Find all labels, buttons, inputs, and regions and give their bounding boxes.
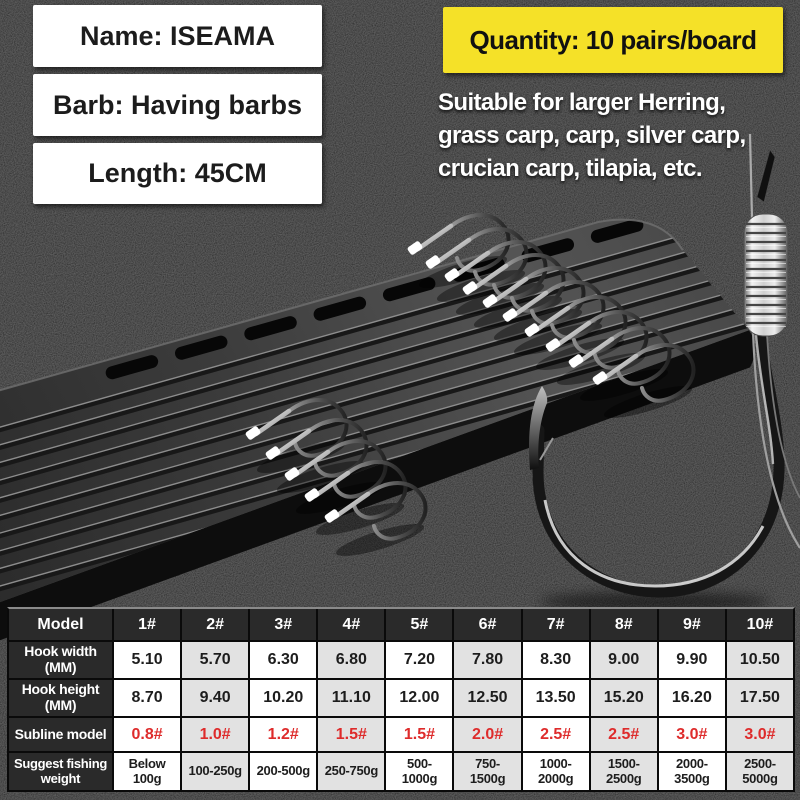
model-header-cell: Model xyxy=(9,609,112,640)
subline-cell: 1.5# xyxy=(386,718,453,751)
spec-name-label: Name: ISEAMA xyxy=(79,20,276,51)
product-description: Suitable for larger Herring, grass carp,… xyxy=(438,86,798,185)
weight-cell: 2500- 5000g xyxy=(726,753,793,790)
value-cell: 10.50 xyxy=(726,642,793,678)
weight-cell: 750- 1500g xyxy=(454,753,521,790)
model-cell: 2# xyxy=(182,609,249,640)
large-hook xyxy=(529,326,785,612)
value-cell: 15.20 xyxy=(590,680,657,716)
quantity-label: Quantity: 10 pairs/board xyxy=(469,24,757,55)
weight-cell: 1500- 2500g xyxy=(590,753,657,790)
value-cell: 9.40 xyxy=(182,680,249,716)
description-line: crucian carp, tilapia, etc. xyxy=(438,155,703,182)
weight-cell: 500- 1000g xyxy=(386,753,453,790)
description-line: grass carp, carp, silver carp, xyxy=(438,122,746,149)
value-cell: 5.10 xyxy=(114,642,181,678)
value-cell: 10.20 xyxy=(250,680,317,716)
model-cell: 7# xyxy=(522,609,589,640)
line-winder-spring xyxy=(743,213,789,337)
row-label-subline: Subline model xyxy=(9,718,112,751)
model-cell: 9# xyxy=(658,609,725,640)
weight-cell: 1000- 2000g xyxy=(522,753,589,790)
value-cell: 17.50 xyxy=(726,680,793,716)
fishing-line xyxy=(748,133,800,549)
model-cell: 5# xyxy=(386,609,453,640)
value-cell: 16.20 xyxy=(658,680,725,716)
model-cell: 3# xyxy=(250,609,317,640)
description-line: Suitable for larger Herring, xyxy=(438,89,726,116)
spec-barb-label: Barb: Having barbs xyxy=(52,89,303,120)
value-cell: 6.30 xyxy=(250,642,317,678)
model-cell: 10# xyxy=(726,609,793,640)
subline-cell: 1.5# xyxy=(318,718,385,751)
spec-table: Model 1# 2# 3# 4# 5# 6# 7# 8# 9# 10# Hoo… xyxy=(7,607,795,792)
value-cell: 12.00 xyxy=(386,680,453,716)
model-cell: 6# xyxy=(454,609,521,640)
weight-cell: 250-750g xyxy=(318,753,385,790)
model-cell: 8# xyxy=(590,609,657,640)
spec-box-barb: Barb: Having barbs xyxy=(33,74,322,136)
value-cell: 6.80 xyxy=(318,642,385,678)
row-label-hook-width: Hook width (MM) xyxy=(9,642,112,678)
subline-cell: 1.0# xyxy=(182,718,249,751)
spec-box-length: Length: 45CM xyxy=(33,143,322,204)
row-label-hook-height: Hook height (MM) xyxy=(9,680,112,716)
value-cell: 9.00 xyxy=(590,642,657,678)
subline-cell: 2.0# xyxy=(454,718,521,751)
spec-box-name: Name: ISEAMA xyxy=(33,5,322,67)
weight-cell: 2000- 3500g xyxy=(658,753,725,790)
model-cell: 4# xyxy=(318,609,385,640)
model-cell: 1# xyxy=(114,609,181,640)
weight-cell: 100-250g xyxy=(182,753,249,790)
value-cell: 11.10 xyxy=(318,680,385,716)
spec-length-label: Length: 45CM xyxy=(88,158,267,188)
subline-cell: 3.0# xyxy=(726,718,793,751)
value-cell: 8.70 xyxy=(114,680,181,716)
weight-cell: Below 100g xyxy=(114,753,181,790)
quantity-badge: Quantity: 10 pairs/board xyxy=(443,7,783,73)
value-cell: 7.80 xyxy=(454,642,521,678)
subline-cell: 2.5# xyxy=(590,718,657,751)
weight-cell: 200-500g xyxy=(250,753,317,790)
subline-cell: 0.8# xyxy=(114,718,181,751)
value-cell: 5.70 xyxy=(182,642,249,678)
value-cell: 9.90 xyxy=(658,642,725,678)
row-label-weight: Suggest fishing weight xyxy=(9,753,112,790)
subline-cell: 3.0# xyxy=(658,718,725,751)
subline-cell: 1.2# xyxy=(250,718,317,751)
line-end-tab xyxy=(756,149,776,203)
value-cell: 8.30 xyxy=(522,642,589,678)
value-cell: 12.50 xyxy=(454,680,521,716)
value-cell: 7.20 xyxy=(386,642,453,678)
subline-cell: 2.5# xyxy=(522,718,589,751)
value-cell: 13.50 xyxy=(522,680,589,716)
